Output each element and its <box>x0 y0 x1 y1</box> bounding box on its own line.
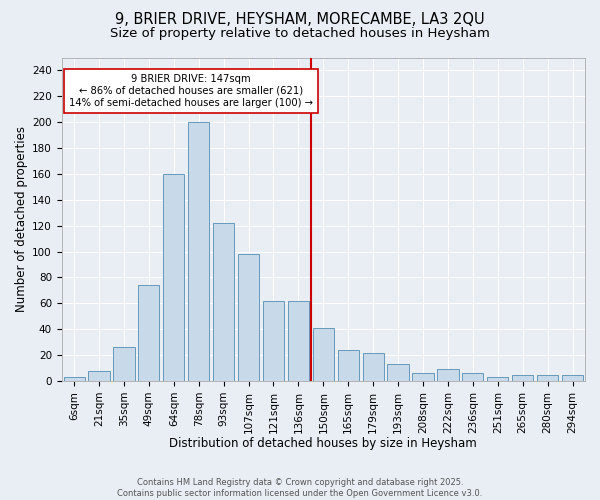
Bar <box>188 122 209 381</box>
Bar <box>388 364 409 381</box>
Bar <box>238 254 259 381</box>
Bar <box>512 374 533 381</box>
Bar <box>288 301 309 381</box>
Text: Size of property relative to detached houses in Heysham: Size of property relative to detached ho… <box>110 28 490 40</box>
Bar <box>487 377 508 381</box>
Bar <box>437 370 458 381</box>
Y-axis label: Number of detached properties: Number of detached properties <box>15 126 28 312</box>
Bar <box>88 370 110 381</box>
Text: 9 BRIER DRIVE: 147sqm
← 86% of detached houses are smaller (621)
14% of semi-det: 9 BRIER DRIVE: 147sqm ← 86% of detached … <box>69 74 313 108</box>
Bar <box>138 285 160 381</box>
Bar <box>113 348 134 381</box>
Bar <box>64 377 85 381</box>
Bar <box>338 350 359 381</box>
Bar <box>562 374 583 381</box>
Bar <box>163 174 184 381</box>
Text: Contains HM Land Registry data © Crown copyright and database right 2025.
Contai: Contains HM Land Registry data © Crown c… <box>118 478 482 498</box>
Bar <box>412 373 434 381</box>
Bar <box>462 373 484 381</box>
X-axis label: Distribution of detached houses by size in Heysham: Distribution of detached houses by size … <box>169 437 477 450</box>
Bar <box>537 374 558 381</box>
Bar <box>213 223 234 381</box>
Bar <box>313 328 334 381</box>
Bar <box>362 352 384 381</box>
Text: 9, BRIER DRIVE, HEYSHAM, MORECAMBE, LA3 2QU: 9, BRIER DRIVE, HEYSHAM, MORECAMBE, LA3 … <box>115 12 485 28</box>
Bar <box>263 301 284 381</box>
